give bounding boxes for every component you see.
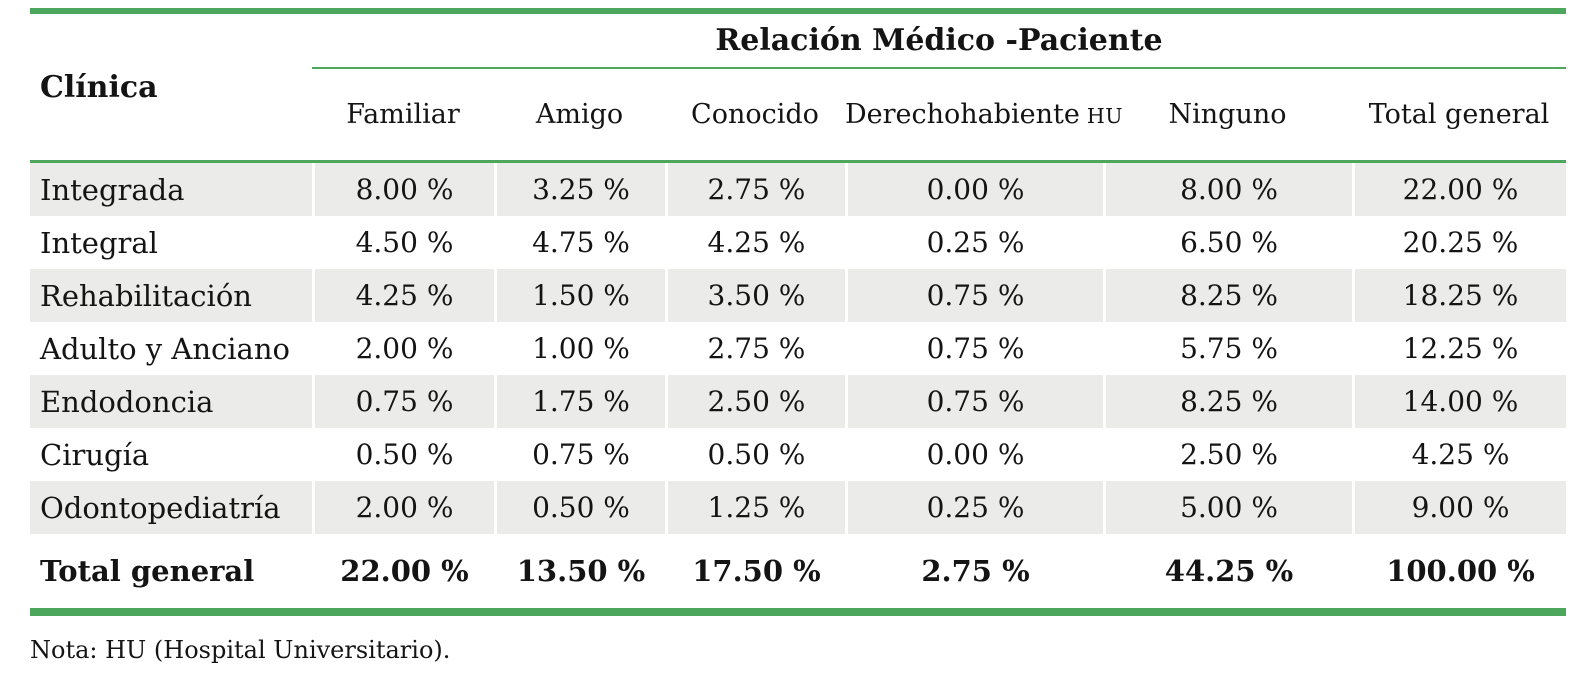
cell-value: 1.25 % <box>664 481 845 534</box>
cell-value: 18.25 % <box>1352 269 1566 322</box>
cell-value: 20.25 % <box>1352 216 1566 269</box>
column-header: Ninguno <box>1103 69 1353 163</box>
total-cell-value: 100.00 % <box>1352 534 1566 608</box>
cell-value: 8.00 % <box>312 163 495 216</box>
total-row: Total general 22.00 % 13.50 % 17.50 % 2.75 … <box>30 534 1566 608</box>
cell-value: 2.75 % <box>664 322 845 375</box>
cell-value: 5.75 % <box>1103 322 1352 375</box>
cell-value: 0.50 % <box>312 428 494 481</box>
cell-value: 4.25 % <box>664 216 845 269</box>
group-header-row: Clínica Relación Médico -Paciente <box>30 14 1566 163</box>
column-header: Familiar <box>312 69 495 163</box>
table-row: Cirugía 0.50 % 0.75 % 0.50 % 0.00 % 2.50 % 4.2… <box>30 428 1566 481</box>
column-header-suffix: HU <box>1079 104 1124 128</box>
group-header-title: Relación Médico -Paciente <box>312 14 1566 69</box>
cell-value: 2.50 % <box>664 375 845 428</box>
cell-value: 0.00 % <box>844 163 1104 216</box>
cell-value: 2.50 % <box>1103 428 1352 481</box>
total-cell-value: 22.00 % <box>312 534 494 608</box>
row-label: Integrada <box>30 163 312 216</box>
table-row: Integrada 8.00 % 3.25 % 2.75 % 0.00 % 8.00 % 2… <box>30 163 1566 216</box>
cell-value: 3.50 % <box>664 269 845 322</box>
corner-header-clinica: Clínica <box>30 14 312 163</box>
table-note: Nota: HU (Hospital Universitario). <box>30 636 451 664</box>
row-label: Integral <box>40 225 158 260</box>
total-row-label: Total general <box>40 554 255 588</box>
table-row: Endodoncia 0.75 % 1.75 % 2.50 % 0.75 % 8.25 %… <box>30 375 1566 428</box>
row-label: Adulto y Anciano <box>40 331 290 366</box>
relation-medico-paciente-table: Clínica Relación Médico -Paciente Famili… <box>30 8 1566 616</box>
total-cell-value: 44.25 % <box>1103 534 1352 608</box>
cell-value: 0.25 % <box>844 481 1104 534</box>
cell-value: 1.75 % <box>494 375 665 428</box>
cell-value: 4.25 % <box>1352 428 1566 481</box>
cell-value: 1.00 % <box>494 322 665 375</box>
cell-value: 8.25 % <box>1103 269 1353 322</box>
cell-value: 0.50 % <box>664 428 845 481</box>
cell-value: 14.00 % <box>1352 375 1566 428</box>
cell-value: 6.50 % <box>1103 216 1352 269</box>
table-body: Integrada 8.00 % 3.25 % 2.75 % 0.00 % 8.00 % 2… <box>30 163 1566 534</box>
cell-value: 8.25 % <box>1103 375 1353 428</box>
total-cell-value: 17.50 % <box>664 534 845 608</box>
total-cell-value: 2.75 % <box>844 534 1103 608</box>
row-label: Rehabilitación <box>30 269 312 322</box>
table-row: Rehabilitación 4.25 % 1.50 % 3.50 % 0.75 % 8.… <box>30 269 1566 322</box>
cell-value: 0.75 % <box>844 375 1104 428</box>
page: Clínica Relación Médico -Paciente Famili… <box>30 8 1566 664</box>
row-label: Odontopediatría <box>30 481 312 534</box>
cell-value: 3.25 % <box>494 163 665 216</box>
column-header-row: Familiar Amigo Conocido Derechohabiente HU N… <box>30 69 1566 163</box>
table-row: Integral 4.50 % 4.75 % 4.25 % 0.25 % 6.50 % 20… <box>30 216 1566 269</box>
table-row: Adulto y Anciano 2.00 % 1.00 % 2.75 % 0.75 %… <box>30 322 1566 375</box>
cell-value: 0.75 % <box>312 375 495 428</box>
cell-value: 22.00 % <box>1352 163 1566 216</box>
cell-value: 4.50 % <box>312 216 494 269</box>
cell-value: 9.00 % <box>1352 481 1566 534</box>
total-cell-value: 13.50 % <box>494 534 665 608</box>
cell-value: 2.75 % <box>664 163 845 216</box>
cell-value: 0.50 % <box>494 481 665 534</box>
column-header: Total general <box>1352 69 1566 163</box>
column-header: Amigo <box>494 69 665 163</box>
column-header: Conocido <box>664 69 845 163</box>
column-header: Derechohabiente HU <box>844 69 1123 163</box>
cell-value: 8.00 % <box>1103 163 1353 216</box>
cell-value: 2.00 % <box>312 481 495 534</box>
cell-value: 4.25 % <box>312 269 495 322</box>
cell-value: 0.75 % <box>494 428 665 481</box>
cell-value: 5.00 % <box>1103 481 1353 534</box>
cell-value: 4.75 % <box>494 216 665 269</box>
cell-value: 0.00 % <box>844 428 1103 481</box>
cell-value: 12.25 % <box>1352 322 1566 375</box>
cell-value: 0.25 % <box>844 216 1103 269</box>
cell-value: 0.75 % <box>844 269 1104 322</box>
cell-value: 2.00 % <box>312 322 494 375</box>
cell-value: 0.75 % <box>844 322 1103 375</box>
row-label: Cirugía <box>40 437 150 472</box>
cell-value: 1.50 % <box>494 269 665 322</box>
table-row: Odontopediatría 2.00 % 0.50 % 1.25 % 0.25 % 5… <box>30 481 1566 534</box>
row-label: Endodoncia <box>30 375 312 428</box>
